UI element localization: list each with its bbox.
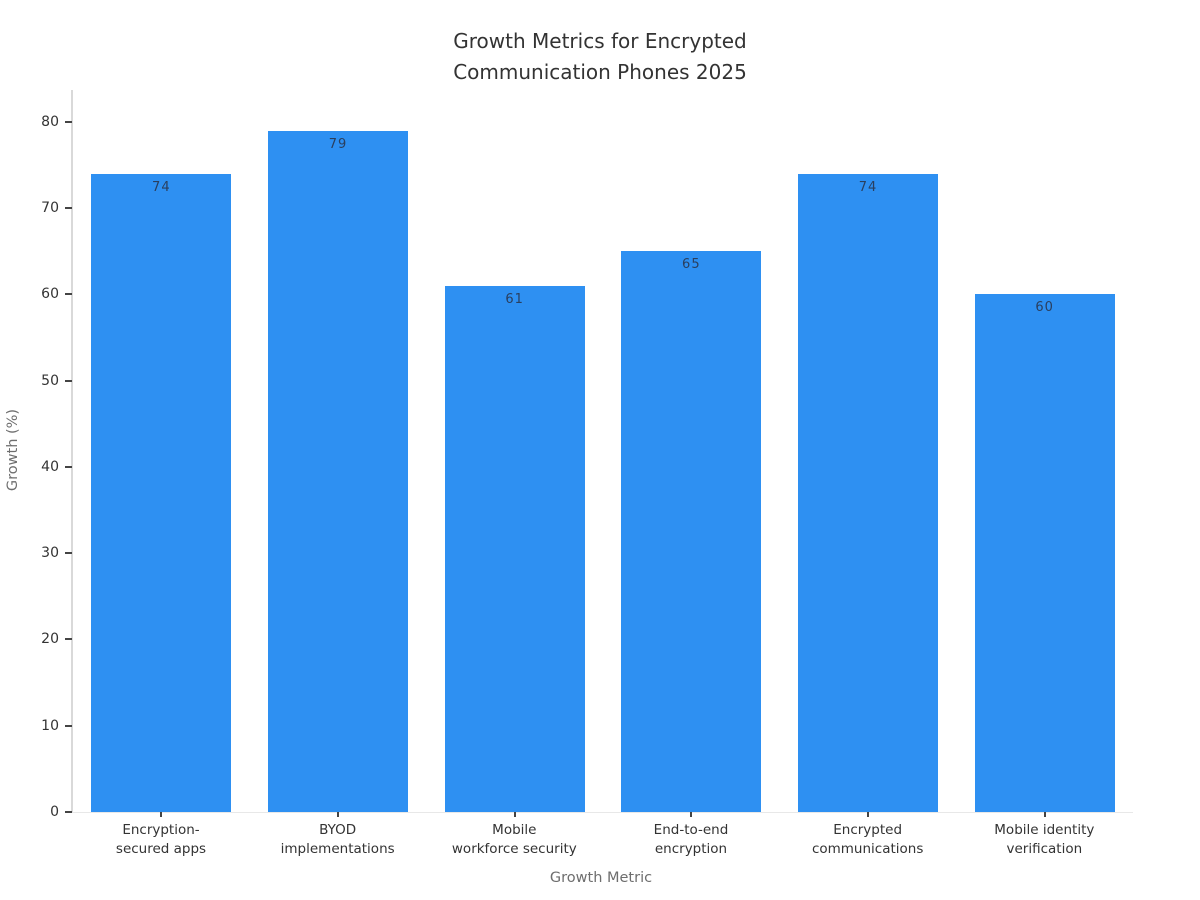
y-tick-label: 50 bbox=[41, 372, 59, 389]
bar-0: 74 bbox=[91, 173, 232, 812]
x-tick-label: Encryption-secured apps bbox=[73, 821, 249, 859]
x-tick-mark bbox=[160, 812, 163, 817]
y-tick-label: 60 bbox=[41, 286, 59, 303]
plot-area: 0 10 20 30 40 50 60 70 80 74 Encryption-secured ap… bbox=[41, 90, 1133, 857]
y-tick-mark bbox=[65, 465, 72, 468]
x-tick-mark bbox=[337, 812, 339, 817]
y-tick-mark bbox=[65, 638, 72, 641]
y-tick-mark bbox=[65, 120, 72, 123]
bar-value-label: 79 bbox=[328, 136, 348, 152]
x-axis-title: Growth Metric bbox=[549, 870, 653, 886]
bar-value-label: 65 bbox=[682, 257, 701, 273]
y-tick-label: 10 bbox=[41, 717, 59, 734]
chart-title-line-1: Growth Metrics for Encrypted bbox=[453, 29, 747, 53]
x-tick-label-line: workforce security bbox=[451, 841, 577, 857]
x-tick-label-line: implementations bbox=[280, 841, 395, 857]
y-tick-label: 30 bbox=[41, 545, 59, 562]
bar-value-label: 60 bbox=[1035, 300, 1054, 316]
x-tick-label-line: encryption bbox=[654, 841, 728, 857]
x-tick-mark bbox=[513, 812, 516, 817]
y-tick-mark bbox=[65, 552, 72, 555]
y-tick-label: 20 bbox=[41, 631, 59, 648]
y-tick-label: 0 bbox=[50, 804, 59, 820]
x-tick-label-line: Mobile bbox=[492, 822, 537, 838]
bar-value-label: 74 bbox=[858, 179, 878, 195]
bar-4: 74 bbox=[798, 173, 938, 812]
bar-5: 60 bbox=[974, 294, 1115, 812]
x-tick-label-line: verification bbox=[1006, 841, 1083, 857]
x-tick-label-line: Encrypted bbox=[833, 822, 903, 838]
chart-title-line-2: Communication Phones 2025 bbox=[453, 60, 747, 84]
bar-3: 65 bbox=[621, 251, 762, 812]
x-tick-mark bbox=[690, 812, 693, 817]
x-tick-label: Mobile workforce security bbox=[426, 821, 602, 859]
y-tick-label: 40 bbox=[41, 458, 59, 475]
x-tick-label: Encrypted communications bbox=[780, 821, 956, 859]
x-tick-mark bbox=[1043, 812, 1046, 817]
x-tick-label: Mobile identity verification bbox=[956, 821, 1132, 859]
x-tick-label-line: communications bbox=[811, 841, 924, 857]
y-tick-mark bbox=[65, 724, 72, 727]
x-tick-label-line: Encryption- bbox=[122, 822, 200, 838]
y-tick-mark bbox=[65, 293, 72, 296]
y-tick-mark bbox=[65, 811, 72, 813]
x-tick-label: BYOD implementations bbox=[250, 821, 426, 859]
chart-title: Growth Metrics for Encrypted Communicati… bbox=[0, 26, 1200, 88]
x-tick-label-line: End-to-end bbox=[653, 822, 729, 838]
bar-1: 79 bbox=[268, 130, 408, 812]
y-tick-label: 80 bbox=[41, 113, 59, 130]
x-tick-label-line: BYOD bbox=[319, 822, 357, 838]
bar-value-label: 74 bbox=[152, 179, 171, 195]
bar-value-label: 61 bbox=[505, 291, 524, 307]
y-tick-mark bbox=[65, 207, 72, 210]
x-tick-label-line: secured apps bbox=[115, 841, 207, 857]
x-tick-label-line: Mobile identity bbox=[994, 822, 1095, 838]
y-tick-mark bbox=[65, 379, 72, 382]
x-tick-mark bbox=[867, 812, 869, 817]
x-tick-label: End-to-end encryption bbox=[603, 821, 779, 859]
bar-2: 61 bbox=[444, 285, 585, 812]
y-tick-label: 70 bbox=[41, 200, 59, 217]
